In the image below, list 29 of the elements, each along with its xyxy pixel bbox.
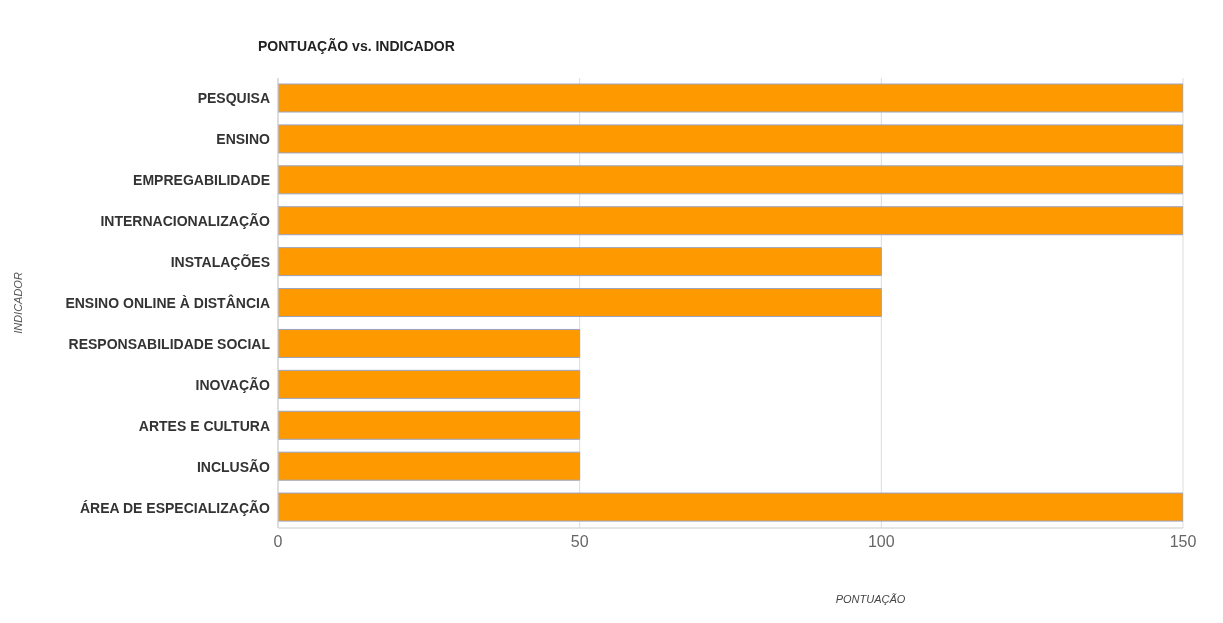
y-axis-title: INDICADOR — [11, 272, 24, 334]
y-tick-label: EMPREGABILIDADE — [133, 172, 270, 189]
y-tick-label: RESPONSABILIDADE SOCIAL — [68, 335, 271, 352]
bar — [278, 410, 581, 440]
bar — [278, 369, 581, 399]
x-tick-label: 50 — [570, 533, 589, 551]
bar — [278, 451, 581, 481]
x-tick-label: 100 — [867, 533, 895, 551]
bar — [278, 206, 1183, 236]
bar — [278, 83, 1183, 113]
bar — [278, 288, 882, 318]
y-tick-label: ENSINO — [216, 131, 271, 148]
x-tick-label: 150 — [1169, 533, 1197, 551]
y-tick-label: INCLUSÃO — [196, 457, 271, 475]
x-tick-label: 0 — [273, 533, 283, 551]
y-tick-label: INSTALAÇÕES — [170, 253, 270, 271]
chart-title: PONTUAÇÃO vs. INDICADOR — [258, 37, 456, 56]
bar — [278, 492, 1183, 522]
y-tick-label: PESQUISA — [197, 90, 270, 107]
y-tick-label: ÁREA DE ESPECIALIZAÇÃO — [79, 498, 271, 516]
y-tick-label: ARTES E CULTURA — [138, 417, 270, 434]
bar — [278, 247, 882, 277]
bar — [278, 165, 1183, 195]
y-tick-label: ENSINO ONLINE À DISTÂNCIA — [65, 293, 270, 311]
y-tick-label: INOVAÇÃO — [195, 375, 271, 393]
y-tick-label: INTERNACIONALIZAÇÃO — [100, 212, 271, 230]
x-axis-title: PONTUAÇÃO — [835, 593, 906, 605]
bar — [278, 328, 581, 358]
bar — [278, 124, 1183, 154]
